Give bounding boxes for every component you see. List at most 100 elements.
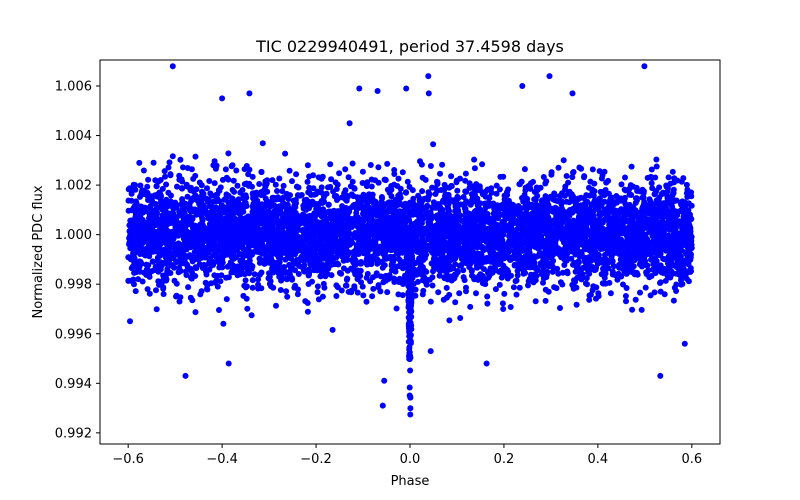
data-point (246, 166, 253, 173)
data-point (127, 318, 133, 325)
data-point (403, 189, 409, 196)
data-point (432, 185, 439, 191)
data-point (536, 252, 543, 259)
data-point (678, 208, 685, 215)
data-point (531, 196, 538, 203)
data-point (442, 184, 449, 191)
data-point (258, 220, 265, 227)
data-point (437, 170, 443, 177)
data-point (131, 281, 137, 288)
data-point (342, 282, 349, 289)
data-point (673, 288, 680, 294)
data-point (198, 182, 205, 189)
data-point (351, 185, 358, 191)
data-point (256, 271, 263, 278)
data-point (457, 175, 463, 182)
data-point (549, 268, 556, 275)
data-point (554, 265, 561, 272)
data-point (225, 150, 232, 157)
data-point (606, 200, 613, 207)
data-point (256, 259, 263, 266)
data-point (188, 275, 195, 282)
data-point (388, 193, 395, 200)
data-point (348, 257, 355, 263)
data-point (375, 284, 382, 291)
data-point (350, 202, 357, 209)
data-point (162, 173, 168, 180)
data-point (662, 277, 669, 284)
data-point (667, 180, 674, 187)
data-point (310, 172, 317, 179)
data-point (224, 263, 231, 270)
data-point (670, 297, 677, 304)
data-point (350, 248, 357, 255)
data-point (391, 171, 398, 177)
data-point (323, 190, 330, 197)
data-point (220, 320, 227, 327)
data-point (632, 233, 638, 240)
data-point (454, 187, 461, 194)
data-point (650, 237, 657, 244)
data-point (499, 300, 506, 307)
data-point (467, 201, 474, 208)
data-point (620, 281, 626, 288)
data-point (507, 304, 514, 310)
data-point (589, 166, 596, 173)
data-point (229, 162, 236, 169)
data-point (505, 197, 512, 204)
data-point (320, 280, 327, 287)
data-point (666, 259, 673, 266)
data-point (438, 187, 445, 193)
data-point (161, 168, 168, 175)
data-point (295, 184, 302, 191)
data-point (637, 260, 644, 266)
data-point (345, 174, 352, 181)
data-point (146, 290, 153, 297)
data-point (133, 198, 139, 205)
data-point (348, 191, 355, 198)
data-point (427, 163, 434, 169)
data-point (279, 188, 286, 195)
data-point (393, 305, 400, 312)
data-point (304, 178, 311, 185)
data-point (319, 293, 326, 300)
data-point (479, 161, 486, 168)
data-point (484, 300, 491, 307)
data-point (669, 168, 676, 175)
data-point (521, 166, 528, 173)
data-point (613, 235, 620, 242)
data-point (150, 159, 157, 166)
data-point (212, 165, 219, 172)
data-point (488, 185, 495, 192)
data-point (153, 183, 160, 190)
data-point (513, 291, 520, 298)
data-point (426, 242, 433, 249)
data-point (386, 199, 393, 206)
data-point (673, 264, 680, 271)
data-point (206, 178, 213, 184)
data-point (305, 266, 312, 273)
data-point (262, 195, 269, 202)
data-point (591, 180, 598, 187)
data-point (610, 263, 617, 270)
data-point (402, 200, 409, 207)
data-point (160, 291, 167, 298)
data-point (640, 188, 647, 195)
data-point (406, 183, 413, 190)
data-point (618, 181, 625, 188)
data-point (629, 306, 636, 313)
data-point (417, 158, 423, 165)
data-point (166, 159, 173, 166)
data-point (258, 169, 265, 176)
data-point (647, 292, 654, 299)
data-point (462, 188, 469, 195)
data-point (241, 228, 248, 235)
data-point (524, 264, 531, 271)
data-point (289, 178, 295, 185)
data-point (304, 308, 311, 315)
data-point (378, 194, 385, 200)
data-point (621, 186, 628, 193)
data-point (193, 186, 200, 193)
data-point (599, 189, 606, 196)
data-point (363, 298, 370, 305)
